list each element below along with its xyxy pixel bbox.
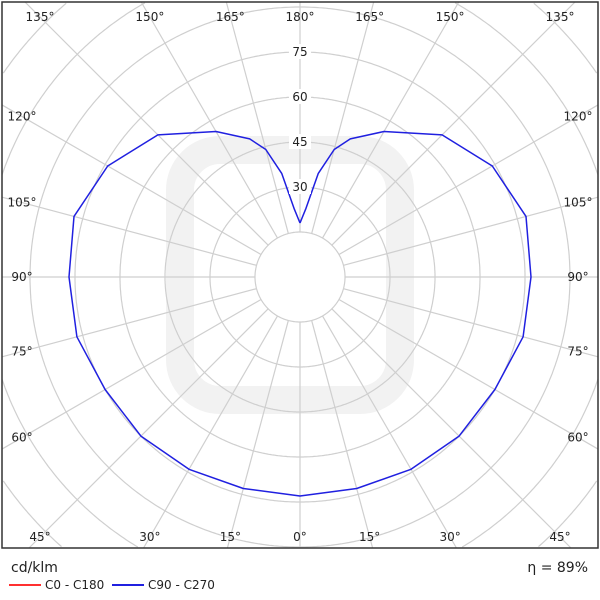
grid-circle — [1, 2, 146, 175]
grid-circle — [454, 2, 599, 175]
angle-label: 30° — [439, 530, 460, 544]
angle-label: 150° — [135, 10, 164, 24]
grid-spoke — [143, 315, 279, 549]
angle-label: 45° — [549, 530, 570, 544]
grid-spoke — [1, 288, 257, 358]
grid-spoke — [338, 298, 599, 450]
legend-item-c90: C90 - C270 — [112, 578, 215, 592]
grid-circle — [254, 231, 346, 323]
plot-frame — [1, 1, 599, 549]
watermark — [166, 136, 414, 414]
angle-label: 165° — [355, 10, 384, 24]
radial-label-bg — [289, 89, 311, 104]
angle-label: 135° — [26, 10, 55, 24]
angle-label: 75° — [567, 344, 588, 358]
angle-label: 45° — [29, 530, 50, 544]
efficiency-label: η = 89% — [527, 560, 588, 576]
angle-label: 120° — [8, 109, 37, 123]
grid-spoke — [343, 288, 599, 358]
legend-swatch-red — [9, 584, 41, 586]
angle-label: 75° — [11, 344, 32, 358]
grid-spoke — [1, 104, 262, 256]
angle-label: 90° — [567, 270, 588, 284]
legend-label: C90 - C270 — [148, 578, 215, 592]
grid-spoke — [226, 320, 289, 549]
grid-circle — [2, 480, 62, 548]
grid-spoke — [140, 1, 279, 239]
legend-swatch-blue — [112, 584, 144, 586]
grid-spoke — [225, 1, 289, 234]
radial-label-bg — [289, 134, 311, 149]
angle-label: 90° — [11, 270, 32, 284]
angle-label: 105° — [8, 196, 37, 210]
angle-label: 105° — [564, 196, 593, 210]
grid-spoke — [24, 1, 269, 246]
radial-tick-label: 30 — [292, 180, 307, 194]
angle-label: 120° — [564, 109, 593, 123]
angle-label: 15° — [359, 530, 380, 544]
grid-spoke — [1, 298, 262, 450]
angle-label: 60° — [567, 431, 588, 445]
radial-label-bg — [289, 44, 311, 59]
grid-circle — [1, 379, 139, 548]
grid-spoke — [1, 196, 257, 266]
grid-spoke — [311, 320, 374, 549]
angle-label: 30° — [139, 530, 160, 544]
grid-spoke — [331, 1, 576, 246]
grid-circle — [538, 480, 598, 548]
legend-item-c0: C0 - C180 — [9, 578, 104, 592]
grid-spoke — [311, 1, 375, 234]
radial-tick-label: 60 — [292, 90, 307, 104]
grid-circle — [461, 379, 599, 548]
angle-label: 0° — [293, 530, 307, 544]
grid-spoke — [331, 308, 572, 549]
radial-tick-label: 75 — [292, 45, 307, 59]
grid-spoke — [321, 1, 460, 239]
angle-label: 165° — [216, 10, 245, 24]
radial-tick-label: 45 — [292, 135, 307, 149]
series-line-C90-C270 — [68, 130, 532, 497]
grid-spoke — [338, 104, 599, 256]
angle-label: 180° — [286, 10, 315, 24]
angle-label: 15° — [220, 530, 241, 544]
grid-spoke — [28, 308, 269, 549]
grid-circle — [533, 2, 598, 74]
legend-label: C0 - C180 — [45, 578, 105, 592]
angle-label: 150° — [436, 10, 465, 24]
angle-label: 60° — [11, 431, 32, 445]
grid-spoke — [343, 196, 599, 266]
unit-label: cd/klm — [11, 560, 58, 576]
grid-spoke — [321, 315, 457, 549]
angle-label: 135° — [546, 10, 575, 24]
radial-label-bg — [289, 179, 311, 194]
grid-circle — [2, 2, 67, 74]
